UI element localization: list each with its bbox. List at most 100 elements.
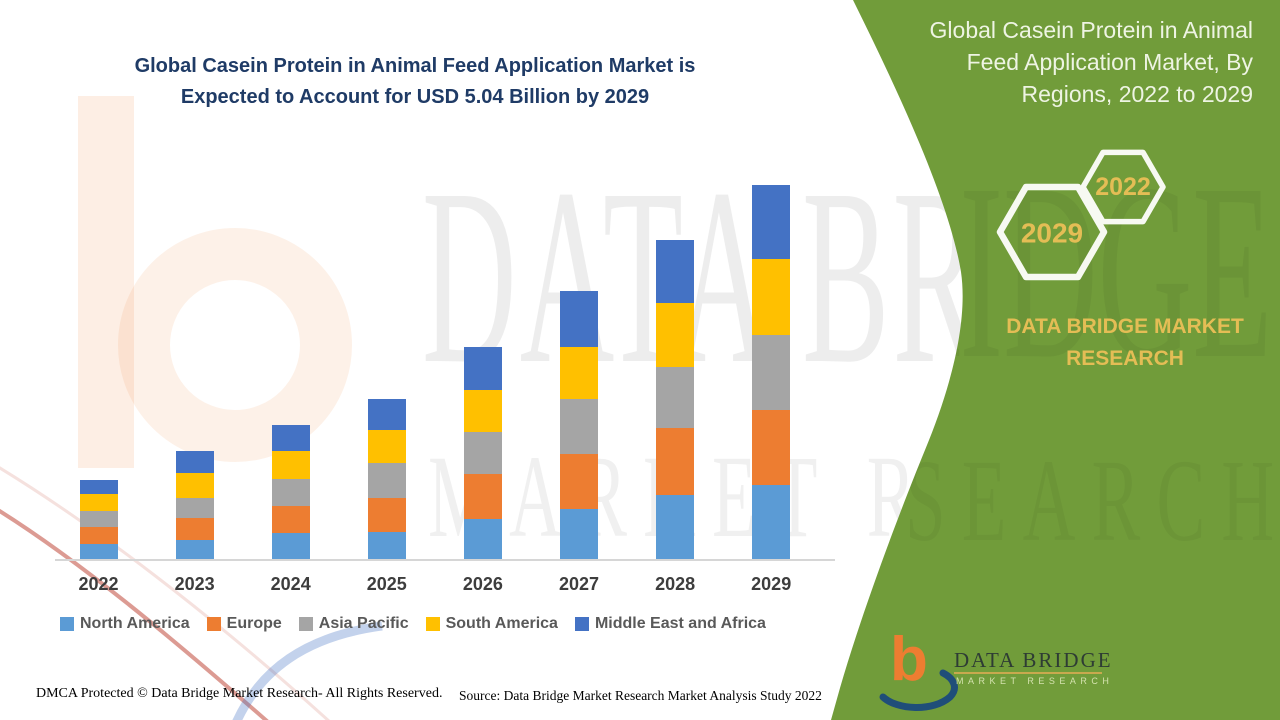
bar-2022 (79, 479, 118, 560)
legend-item-south-america: South America (425, 615, 558, 633)
logo-subtext: MARKET RESEARCH (956, 676, 1114, 686)
svg-text:2022: 2022 (1095, 173, 1151, 201)
bar-segment-2025-europe (367, 497, 406, 532)
legend-swatch (206, 617, 221, 631)
bar-segment-2029-asia-pacific (752, 334, 791, 410)
bar-2027 (560, 291, 598, 560)
bar-segment-2022-north-america (79, 543, 118, 560)
bar-2029 (752, 185, 791, 560)
svg-text:2029: 2029 (1021, 218, 1083, 249)
logo-b-icon: b (890, 625, 928, 694)
bar-segment-2023-asia-pacific (175, 497, 214, 519)
svg-text:SEARCH: SEARCH (905, 437, 1280, 567)
hexagon-2029: 2029 (996, 183, 1108, 281)
company-logo: b DATA BRIDGE MARKET RESEARCH (878, 625, 1118, 706)
bar-segment-2024-asia-pacific (271, 478, 310, 506)
page-title-line-1: Global Casein Protein in Animal Feed App… (134, 55, 696, 77)
dmca-copyright-text: DMCA Protected © Data Bridge Market Rese… (36, 686, 443, 701)
legend-item-north-america: North America (60, 615, 190, 633)
panel-title: Global Casein Protein in Animal Feed App… (908, 14, 1253, 110)
bar-segment-2029-europe (752, 409, 791, 485)
bar-segment-2027-asia-pacific (560, 398, 598, 454)
x-axis-label-2026: 2026 (462, 574, 503, 594)
legend-swatch (298, 617, 313, 631)
bar-segment-2028-north-america (656, 495, 695, 560)
bar-2023 (175, 450, 214, 560)
brand-name-line-1: DATA BRIDGE MARKET (1006, 315, 1244, 338)
logo-swoosh (879, 669, 958, 711)
source-text: Source: Data Bridge Market Research Mark… (459, 688, 822, 703)
bar-segment-2027-europe (560, 453, 598, 509)
green-panel-shape (831, 0, 1280, 720)
bar-segment-2022-south-america (79, 493, 118, 511)
logo-wordmark: DATA BRIDGE (954, 648, 1113, 672)
brand-name-line-2: RESEARCH (1066, 347, 1184, 370)
page-title: Global Casein Protein in Animal Feed App… (70, 51, 760, 113)
page-title-line-2: Expected to Account for USD 5.04 Billion… (180, 86, 650, 108)
legend-item-middle-east-and-africa: Middle East and Africa (574, 615, 766, 633)
legend-label: Asia Pacific (318, 615, 409, 632)
bar-segment-2027-north-america (560, 508, 598, 560)
bar-segment-2029-north-america (752, 484, 791, 560)
brand-name-text: DATA BRIDGE MARKET RESEARCH (965, 311, 1280, 375)
bar-segment-2028-middle-east-and-africa (656, 240, 695, 304)
bar-2028 (656, 240, 695, 560)
x-axis-line (55, 559, 835, 561)
bar-segment-2023-south-america (175, 472, 214, 498)
bar-segment-2025-south-america (367, 429, 406, 464)
bar-segment-2029-middle-east-and-africa (752, 185, 791, 259)
bar-segment-2025-asia-pacific (367, 463, 406, 498)
bar-segment-2023-europe (175, 518, 214, 540)
logo-underline (954, 672, 1102, 674)
bar-segment-2026-south-america (463, 389, 502, 433)
bar-segment-2028-south-america (656, 303, 695, 367)
bar-segment-2026-middle-east-and-africa (463, 347, 502, 390)
x-axis-label-2028: 2028 (655, 574, 696, 594)
x-axis-label-2024: 2024 (270, 574, 311, 594)
hexagon-2022: 2022 (1080, 149, 1166, 225)
x-axis-label-2029: 2029 (751, 574, 792, 594)
bar-segment-2026-europe (463, 473, 502, 520)
bar-segment-2027-middle-east-and-africa (560, 291, 598, 348)
bar-segment-2022-asia-pacific (79, 510, 118, 527)
stacked-bar-chart (79, 185, 791, 560)
legend-swatch (60, 617, 74, 631)
bar-segment-2024-europe (271, 505, 310, 534)
legend-label: Europe (226, 615, 282, 632)
legend-swatch (574, 617, 589, 631)
bar-segment-2028-europe (656, 428, 695, 496)
bar-segment-2022-europe (79, 526, 118, 544)
legend-label: North America (80, 615, 190, 632)
bar-segment-2029-south-america (752, 258, 791, 335)
bar-segment-2023-middle-east-and-africa (175, 450, 214, 473)
legend-label: South America (445, 615, 558, 632)
bar-segment-2026-north-america (463, 519, 502, 560)
bar-segment-2024-north-america (271, 533, 310, 560)
panel-title-line-3: Regions, 2022 to 2029 (1021, 81, 1253, 107)
x-axis-label-2025: 2025 (366, 574, 407, 594)
bar-2025 (367, 398, 406, 560)
legend-item-asia-pacific: Asia Pacific (298, 615, 409, 633)
bar-2026 (463, 347, 502, 560)
bar-segment-2025-north-america (367, 531, 406, 560)
bar-segment-2024-south-america (271, 451, 310, 479)
legend-label: Middle East and Africa (594, 615, 766, 632)
bar-segment-2022-middle-east-and-africa (79, 479, 118, 494)
bar-segment-2026-asia-pacific (463, 432, 502, 474)
x-axis-label-2027: 2027 (558, 574, 600, 594)
legend-swatch (425, 617, 440, 631)
bar-segment-2024-middle-east-and-africa (271, 424, 310, 452)
bar-segment-2028-asia-pacific (656, 366, 695, 429)
x-axis-label-2022: 2022 (78, 574, 119, 594)
legend-item-europe: Europe (206, 615, 282, 633)
bar-segment-2023-north-america (175, 539, 214, 560)
chart-legend: North America Europe Asia Pacific South Ame… (60, 615, 830, 633)
panel-title-line-1: Global Casein Protein in Animal (929, 17, 1253, 43)
bar-segment-2025-middle-east-and-africa (367, 398, 406, 430)
x-axis-label-2023: 2023 (174, 574, 215, 594)
panel-title-line-2: Feed Application Market, By (966, 49, 1253, 75)
bar-segment-2027-south-america (560, 347, 598, 399)
bar-2024 (271, 424, 310, 560)
